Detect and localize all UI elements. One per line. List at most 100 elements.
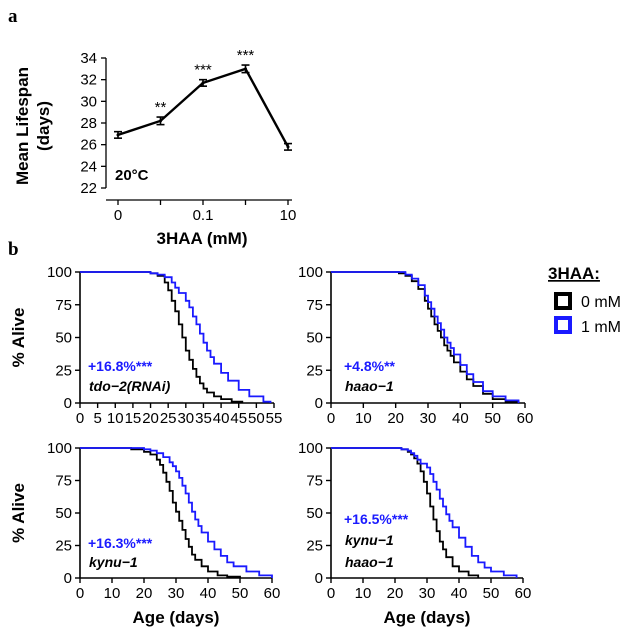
y-tick-label: 0 xyxy=(64,570,72,587)
x-tick-label: 30 xyxy=(420,410,437,427)
survival-chart-kynu1: 0 25 50 75 100 0 10 20 30 40 50 60 % Alive Age (days)… xyxy=(9,440,280,627)
y-tick-label: 100 xyxy=(298,264,323,281)
mean-lifespan-chart: 22 24 26 28 30 32 34 0 0.1 10 3HAA (mM) Mean Lifesp… xyxy=(13,47,296,248)
y-tick-label: 24 xyxy=(80,158,97,175)
survival-curve-treated xyxy=(80,271,272,403)
y-tick-label: 75 xyxy=(306,297,323,314)
y-tick-label: 50 xyxy=(306,505,323,522)
y-axis-label-line2: (days) xyxy=(34,101,53,151)
y-tick-label: 25 xyxy=(306,538,323,555)
y-tick-label: 25 xyxy=(55,362,72,379)
x-axis-label: Age (days) xyxy=(384,608,471,627)
genotype-label: kynu−1 xyxy=(345,532,394,548)
x-tick-label: 20 xyxy=(387,585,404,602)
x-tick-label: 0 xyxy=(114,207,122,224)
x-tick-label: 20 xyxy=(142,410,159,427)
genotype-label: kynu−1 xyxy=(89,554,138,570)
legend-entry-control: 0 mM xyxy=(581,294,621,311)
data-point xyxy=(244,67,247,71)
x-tick-label: 30 xyxy=(419,585,436,602)
y-tick-label: 28 xyxy=(80,115,97,132)
x-tick-label: 20 xyxy=(387,410,404,427)
x-tick-label: 15 xyxy=(125,410,142,427)
survival-chart-haao1: 0 25 50 75 100 0 10 20 30 40 50 60 +4.8%** haao−1 xyxy=(298,264,533,427)
y-tick-label: 50 xyxy=(55,330,72,347)
x-tick-label: 60 xyxy=(515,585,532,602)
significance-label: *** xyxy=(237,47,255,64)
genotype-label: haao−1 xyxy=(345,554,394,570)
survival-curve-control xyxy=(331,271,520,403)
x-tick-label: 0 xyxy=(76,585,84,602)
x-tick-label: 10 xyxy=(355,410,372,427)
y-tick-label: 22 xyxy=(80,180,97,197)
x-tick-label: 10 xyxy=(280,207,297,224)
y-tick-label: 0 xyxy=(64,395,72,412)
x-tick-label: 10 xyxy=(107,410,124,427)
y-tick-label: 50 xyxy=(306,330,323,347)
legend-title: 3HAA: xyxy=(548,264,600,283)
legend: 3HAA: 0 mM 1 mM xyxy=(548,264,621,336)
legend-swatch-control xyxy=(554,292,572,310)
x-tick-label: 35 xyxy=(195,410,212,427)
x-tick-label: 50 xyxy=(483,585,500,602)
x-tick-label: 60 xyxy=(264,585,281,602)
x-tick-label: 30 xyxy=(177,410,194,427)
x-tick-label: 40 xyxy=(213,410,230,427)
x-tick-label: 20 xyxy=(136,585,153,602)
significance-label: ** xyxy=(155,99,167,116)
data-point xyxy=(286,145,290,149)
y-tick-label: 26 xyxy=(80,137,97,154)
y-tick-label: 25 xyxy=(55,538,72,555)
x-tick-label: 55 xyxy=(266,410,283,427)
x-axis-label: 3HAA (mM) xyxy=(157,229,248,248)
y-tick-label: 100 xyxy=(298,440,323,457)
y-tick-label: 100 xyxy=(47,440,72,457)
x-tick-label: 10 xyxy=(355,585,372,602)
lifespan-increase-label: +16.5%*** xyxy=(344,511,409,527)
survival-curve-control xyxy=(80,271,244,403)
lifespan-increase-label: +4.8%** xyxy=(344,358,396,374)
legend-entry-treated: 1 mM xyxy=(581,319,621,336)
x-tick-label: 45 xyxy=(230,410,247,427)
y-tick-label: 100 xyxy=(47,264,72,281)
x-tick-label: 40 xyxy=(452,410,469,427)
y-axis-label: % Alive xyxy=(9,483,28,543)
x-tick-label: 0 xyxy=(327,410,335,427)
lifespan-increase-label: +16.8%*** xyxy=(88,358,153,374)
y-tick-label: 0 xyxy=(315,570,323,587)
x-tick-label: 50 xyxy=(232,585,249,602)
y-tick-label: 75 xyxy=(55,297,72,314)
x-tick-label: 30 xyxy=(168,585,185,602)
data-point xyxy=(159,119,162,123)
genotype-label: tdo−2(RNAi) xyxy=(89,378,171,394)
y-tick-label: 25 xyxy=(306,362,323,379)
x-tick-label: 5 xyxy=(93,410,101,427)
panel-a-letter: a xyxy=(8,6,18,27)
x-tick-label: 0 xyxy=(76,410,84,427)
significance-label: *** xyxy=(194,62,212,79)
survival-curve-treated xyxy=(80,447,273,578)
y-tick-label: 50 xyxy=(55,505,72,522)
y-tick-label: 30 xyxy=(80,93,97,110)
legend-swatch-treated xyxy=(554,316,572,334)
x-axis-label: Age (days) xyxy=(133,608,220,627)
x-tick-label: 40 xyxy=(451,585,468,602)
survival-curve-control xyxy=(80,447,241,578)
survival-curve-treated xyxy=(331,447,518,578)
lifespan-increase-label: +16.3%*** xyxy=(88,535,153,551)
x-tick-label: 50 xyxy=(484,410,501,427)
y-tick-label: 75 xyxy=(55,473,72,490)
x-tick-label: 25 xyxy=(160,410,177,427)
temperature-annotation: 20°C xyxy=(115,167,149,184)
y-tick-label: 34 xyxy=(80,50,97,67)
x-tick-label: 0.1 xyxy=(193,207,214,224)
survival-curve-treated xyxy=(331,271,520,403)
x-tick-label: 60 xyxy=(517,410,534,427)
y-tick-label: 0 xyxy=(315,395,323,412)
panel-b-letter: b xyxy=(8,239,19,260)
data-point xyxy=(116,133,120,137)
y-tick-label: 32 xyxy=(80,72,97,89)
data-point xyxy=(201,81,205,85)
